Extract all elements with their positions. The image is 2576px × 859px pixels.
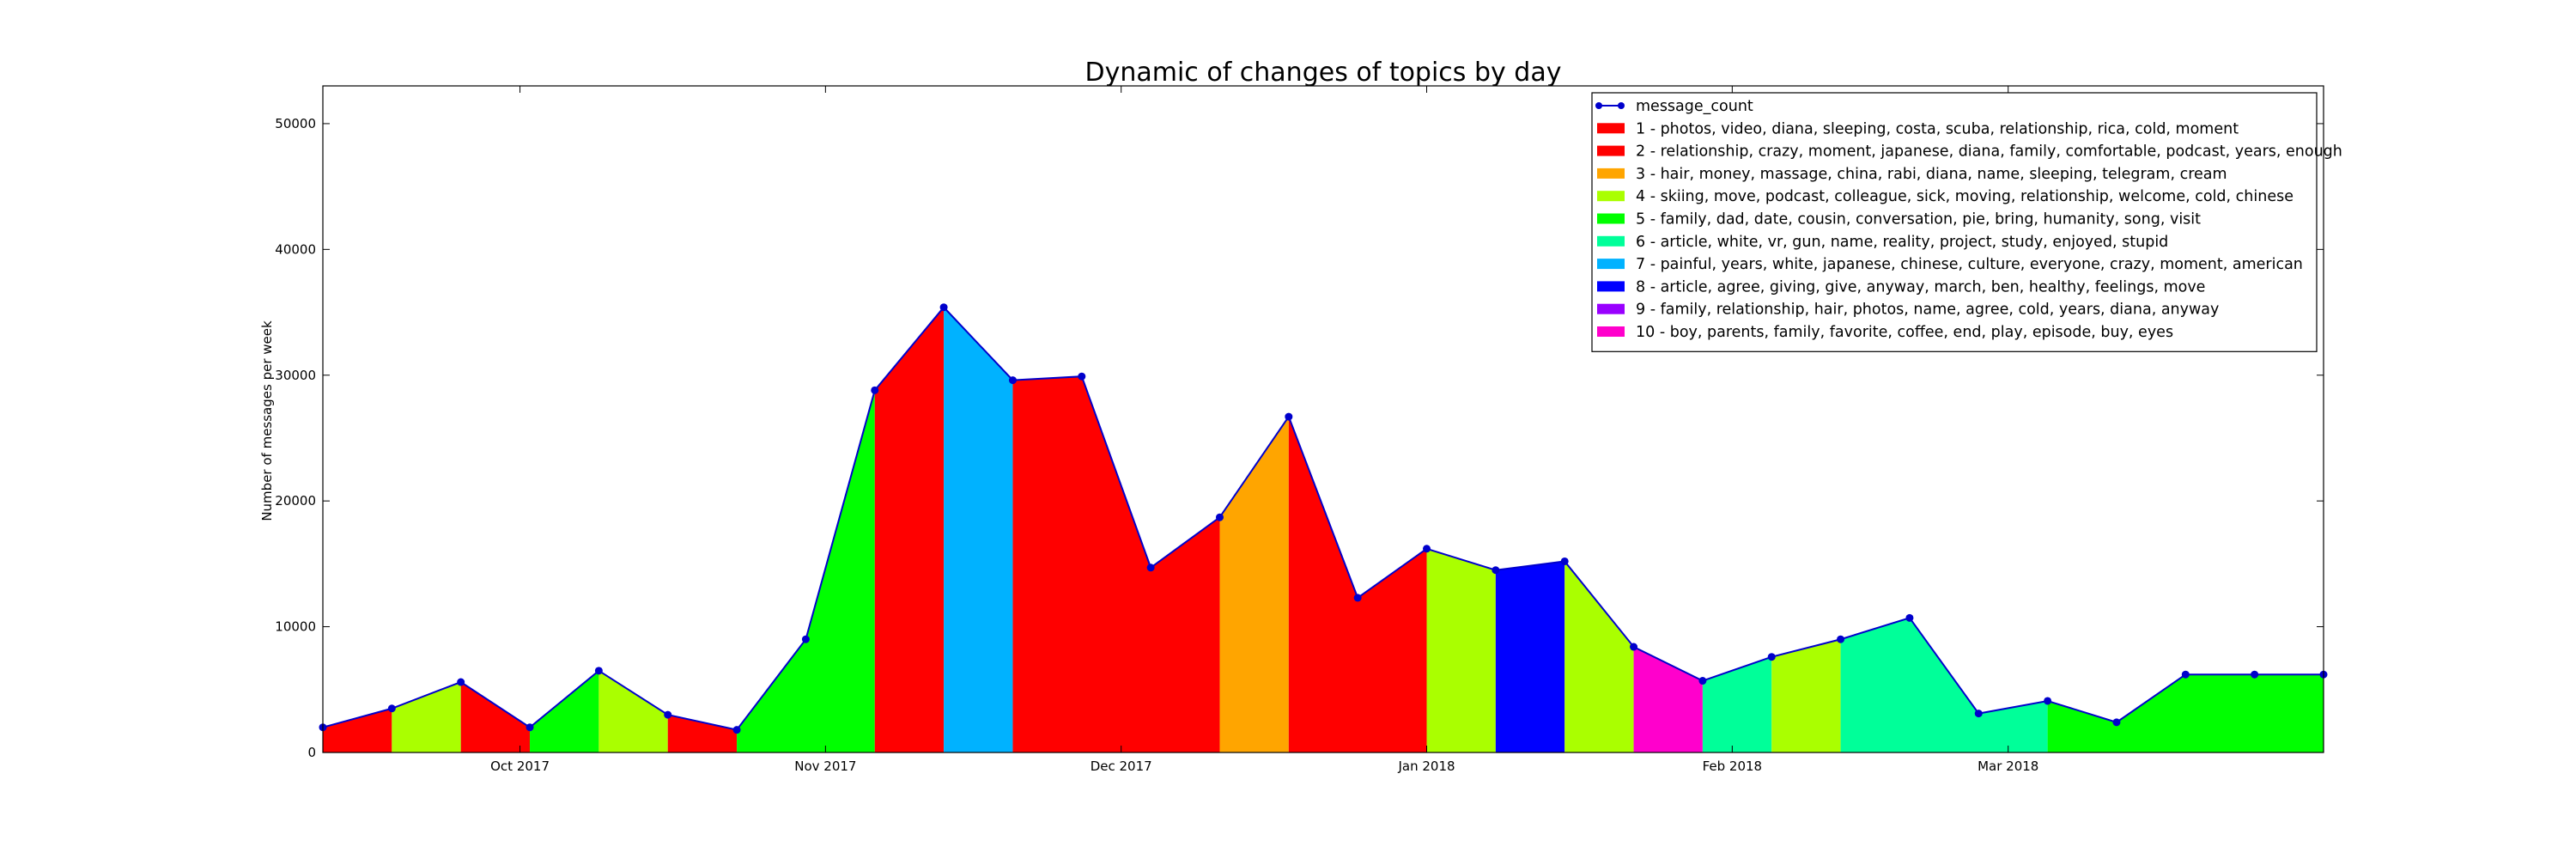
data-point-2018-02-12 bbox=[1837, 636, 1844, 643]
data-point-2018-03-05 bbox=[2044, 697, 2051, 704]
data-point-2017-11-06 bbox=[871, 387, 878, 394]
data-point-2017-09-25 bbox=[457, 679, 465, 686]
area-segment-topic-4-1 bbox=[392, 682, 460, 752]
y-tick-label: 50000 bbox=[275, 116, 316, 131]
area-segment-topic-5-3 bbox=[530, 671, 598, 752]
area-segment-topic-1-0 bbox=[323, 709, 392, 752]
data-point-2018-03-26 bbox=[2251, 671, 2258, 679]
area-segment-topic-4-4 bbox=[598, 671, 667, 752]
area-segment-topic-4-12 bbox=[1427, 549, 1496, 752]
legend-label: 1 - photos, video, diana, sleeping, cost… bbox=[1636, 120, 2239, 137]
y-tick-label: 0 bbox=[307, 745, 316, 760]
legend-item-9: 9 - family, relationship, hair, photos, … bbox=[1597, 302, 2219, 319]
area-segment-topic-1-9 bbox=[1012, 376, 1219, 752]
data-point-2018-03-12 bbox=[2112, 718, 2120, 726]
legend-label: 2 - relationship, crazy, moment, japanes… bbox=[1636, 143, 2342, 161]
legend-color-swatch bbox=[1597, 281, 1625, 291]
legend-item-3: 3 - hair, money, massage, china, rabi, d… bbox=[1597, 166, 2227, 183]
area-segment-topic-1-7 bbox=[875, 308, 944, 752]
area-segment-topic-8-13 bbox=[1496, 561, 1564, 752]
data-point-2018-02-05 bbox=[1768, 653, 1776, 661]
y-tick-label: 30000 bbox=[275, 368, 316, 383]
data-point-2018-01-29 bbox=[1698, 677, 1706, 685]
legend-label: 5 - family, dad, date, cousin, conversat… bbox=[1636, 211, 2201, 228]
legend-color-swatch bbox=[1597, 168, 1625, 179]
data-point-2018-02-19 bbox=[1905, 614, 1913, 622]
legend-label: 6 - article, white, vr, gun, name, reali… bbox=[1636, 234, 2168, 251]
data-point-2018-01-08 bbox=[1492, 566, 1499, 574]
legend-label: 7 - painful, years, white, japanese, chi… bbox=[1636, 256, 2303, 273]
area-segment-topic-1-11 bbox=[1289, 417, 1427, 752]
legend-color-swatch bbox=[1597, 146, 1625, 156]
legend-item-8: 8 - article, agree, giving, give, anyway… bbox=[1597, 278, 2205, 295]
x-tick-label: Mar 2018 bbox=[1978, 758, 2038, 774]
legend-label: 10 - boy, parents, family, favorite, cof… bbox=[1636, 324, 2173, 341]
y-axis-label: Number of messages per week bbox=[259, 320, 275, 521]
data-point-2018-01-22 bbox=[1630, 643, 1637, 651]
data-point-2017-10-30 bbox=[802, 636, 810, 643]
legend-color-swatch bbox=[1597, 123, 1625, 133]
x-tick-label: Dec 2017 bbox=[1091, 758, 1152, 774]
area-segment-topic-6-16 bbox=[1703, 657, 1771, 752]
data-point-2017-12-25 bbox=[1354, 594, 1362, 601]
legend-label: message_count bbox=[1636, 98, 1753, 115]
legend-color-swatch bbox=[1597, 214, 1625, 224]
data-point-2018-03-19 bbox=[2182, 671, 2190, 679]
legend-item-2: 2 - relationship, crazy, moment, japanes… bbox=[1597, 143, 2342, 161]
chart-title: Dynamic of changes of topics by day bbox=[1085, 58, 1562, 88]
area-segment-topic-4-14 bbox=[1564, 561, 1633, 752]
legend: message_count 1 - photos, video, diana, s… bbox=[1592, 93, 2342, 351]
legend-label: 4 - skiing, move, podcast, colleague, si… bbox=[1636, 188, 2293, 205]
data-point-2017-11-27 bbox=[1078, 373, 1085, 381]
area-segment-topic-6-18 bbox=[1841, 618, 2048, 752]
legend-item-4: 4 - skiing, move, podcast, colleague, si… bbox=[1597, 188, 2293, 205]
y-tick-label: 20000 bbox=[275, 493, 316, 509]
x-tick-label: Feb 2018 bbox=[1703, 758, 1763, 774]
area-segment-topic-5-6 bbox=[737, 390, 875, 752]
area-segment-topic-1-5 bbox=[668, 715, 737, 752]
legend-marker bbox=[1618, 102, 1625, 109]
area-segment-topic-10-15 bbox=[1634, 647, 1703, 752]
legend-label: 8 - article, agree, giving, give, anyway… bbox=[1636, 278, 2205, 295]
data-point-2017-12-18 bbox=[1285, 413, 1292, 421]
x-tick-label: Oct 2017 bbox=[490, 758, 550, 774]
area-segment-topic-7-8 bbox=[944, 308, 1012, 752]
legend-label: 9 - family, relationship, hair, photos, … bbox=[1636, 302, 2219, 319]
legend-marker bbox=[1595, 102, 1602, 109]
y-tick-label: 10000 bbox=[275, 619, 316, 635]
data-point-2017-11-20 bbox=[1009, 376, 1017, 384]
legend-item-10: 10 - boy, parents, family, favorite, cof… bbox=[1597, 324, 2173, 341]
data-point-2018-02-26 bbox=[1975, 710, 1983, 717]
legend-item-5: 5 - family, dad, date, cousin, conversat… bbox=[1597, 211, 2201, 228]
data-point-2017-10-16 bbox=[664, 711, 671, 719]
data-point-2017-10-23 bbox=[733, 726, 741, 734]
x-tick-label: Jan 2018 bbox=[1397, 758, 1455, 774]
legend-label: 3 - hair, money, massage, china, rabi, d… bbox=[1636, 166, 2227, 183]
data-point-2017-12-04 bbox=[1147, 564, 1155, 571]
data-point-2018-01-01 bbox=[1423, 545, 1431, 552]
data-point-2018-01-15 bbox=[1561, 557, 1569, 565]
area-segment-topic-4-17 bbox=[1771, 639, 1840, 752]
area-segment-topic-1-2 bbox=[461, 682, 530, 752]
legend-color-swatch bbox=[1597, 304, 1625, 314]
legend-color-swatch bbox=[1597, 259, 1625, 269]
data-point-2017-12-11 bbox=[1216, 514, 1224, 521]
data-point-2017-10-02 bbox=[526, 723, 534, 731]
x-tick-label: Nov 2017 bbox=[794, 758, 856, 774]
data-point-2017-10-09 bbox=[595, 667, 603, 674]
legend-item-6: 6 - article, white, vr, gun, name, reali… bbox=[1597, 234, 2168, 251]
legend-color-swatch bbox=[1597, 191, 1625, 201]
data-point-2017-11-13 bbox=[940, 303, 948, 311]
legend-item-1: 1 - photos, video, diana, sleeping, cost… bbox=[1597, 120, 2239, 137]
y-tick-label: 40000 bbox=[275, 241, 316, 257]
legend-color-swatch bbox=[1597, 326, 1625, 337]
data-point-2017-09-18 bbox=[388, 704, 396, 712]
legend-item-7: 7 - painful, years, white, japanese, chi… bbox=[1597, 256, 2303, 273]
legend-color-swatch bbox=[1597, 236, 1625, 247]
